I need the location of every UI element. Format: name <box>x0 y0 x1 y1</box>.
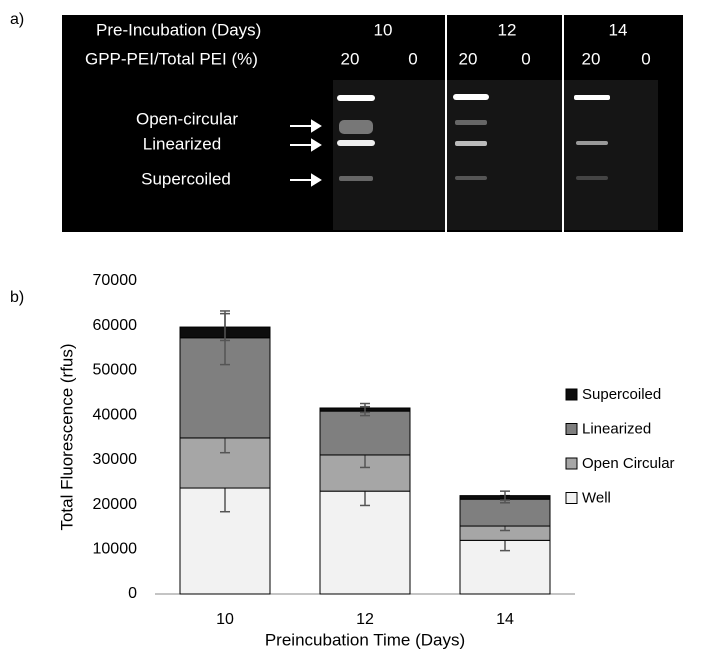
lane-label: 0 <box>641 49 650 68</box>
legend-swatch <box>565 388 578 401</box>
band <box>455 120 487 125</box>
panel-label: a) <box>10 11 24 28</box>
bar-segment <box>319 410 411 456</box>
arrows <box>290 119 322 187</box>
band-label: Linearized <box>143 134 221 153</box>
y-tick-label: 10000 <box>93 541 138 558</box>
gel-bands <box>337 94 610 181</box>
lane-label: 0 <box>521 49 530 68</box>
band <box>337 140 375 146</box>
legend-label: Supercoiled <box>582 386 661 403</box>
y-tick-label: 20000 <box>93 496 138 513</box>
x-tick-label: 12 <box>356 611 374 628</box>
x-tick-label: 10 <box>216 611 234 628</box>
lane-label: 20 <box>341 49 360 68</box>
y-axis-title: Total Fluorescence (rfus) <box>57 343 76 530</box>
band-label: Open-circular <box>136 109 238 128</box>
legend-label: Open Circular <box>582 455 675 472</box>
legend-swatch <box>565 423 578 435</box>
band <box>339 176 373 181</box>
error-bar <box>500 490 510 501</box>
row-label: Pre-Incubation (Days) <box>96 20 261 39</box>
band <box>455 141 487 146</box>
band <box>576 141 608 145</box>
lane-label: 0 <box>408 49 417 68</box>
y-tick-label: 30000 <box>93 451 138 468</box>
band <box>576 176 608 180</box>
legend-label: Well <box>582 489 611 506</box>
panel-label: b) <box>10 289 24 306</box>
y-tick-label: 70000 <box>93 272 138 289</box>
legend-label: Linearized <box>582 420 651 437</box>
error-bar <box>360 402 370 414</box>
bar-segment <box>319 490 411 595</box>
legend-swatch <box>565 457 578 470</box>
y-tick-label: 0 <box>128 585 137 602</box>
row-label: GPP-PEI/Total PEI (%) <box>85 49 258 68</box>
gel-lanes <box>333 80 658 230</box>
day-label: 14 <box>609 20 628 39</box>
band <box>453 94 489 100</box>
band <box>455 176 487 180</box>
x-axis-title: Preincubation Time (Days) <box>265 630 465 649</box>
error-bar <box>220 312 230 342</box>
y-tick-label: 50000 <box>93 362 138 379</box>
legend-swatch <box>565 492 578 504</box>
day-label: 12 <box>498 20 517 39</box>
lane-label: 20 <box>459 49 478 68</box>
x-tick-label: 14 <box>496 611 514 628</box>
day-label: 10 <box>374 20 393 39</box>
gel-header: Pre-Incubation (Days) 10 12 14 GPP-PEI/T… <box>85 20 651 188</box>
band <box>337 95 375 101</box>
y-tick-label: 60000 <box>93 317 138 334</box>
band <box>339 120 373 134</box>
band-label: Supercoiled <box>141 169 231 188</box>
y-tick-label: 40000 <box>93 406 138 423</box>
lane-label: 20 <box>582 49 601 68</box>
band <box>574 95 610 100</box>
